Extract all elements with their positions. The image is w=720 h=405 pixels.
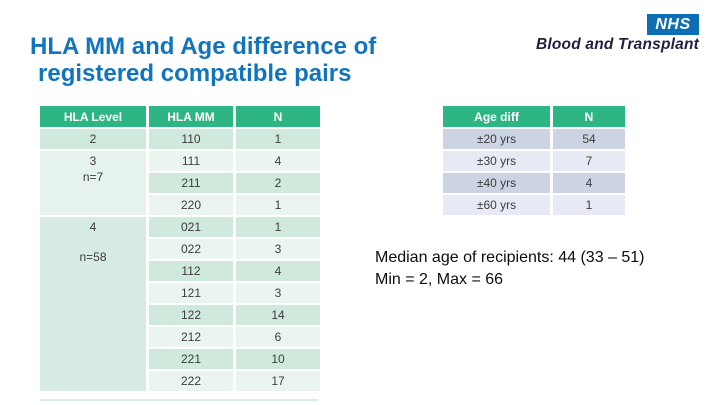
table-cell: 10	[236, 349, 320, 369]
header-hla-mm: HLA MM	[149, 106, 233, 127]
median-annotation: Median age of recipients: 44 (33 – 51) M…	[375, 247, 645, 291]
table-cell: ±60 yrs	[443, 195, 550, 215]
header-age-n: N	[553, 106, 625, 127]
table-cell: 3	[236, 283, 320, 303]
table-cell: 122	[149, 305, 233, 325]
group-4-count: n=58	[79, 250, 107, 264]
table-cell: ±30 yrs	[443, 151, 550, 171]
table-cell: 4	[236, 261, 320, 281]
table-cell: 14	[236, 305, 320, 325]
nhsbt-logo: NHS Blood and Transplant	[536, 14, 699, 54]
group-3-count: n=7	[82, 170, 104, 184]
title-line-2: registered compatible pairs	[38, 60, 352, 87]
table-cell: 1	[236, 195, 320, 215]
table-cell: 1	[236, 129, 320, 149]
header-age-diff: Age diff	[443, 106, 550, 127]
table-cell: 1	[553, 195, 625, 215]
header-n: N	[236, 106, 320, 127]
logo-org-text: Blood and Transplant	[535, 36, 699, 53]
median-line-2: Min = 2, Max = 66	[375, 271, 504, 288]
table-cell: 212	[149, 327, 233, 347]
nhs-logo-box: NHS	[647, 14, 699, 35]
table-cell: 1	[236, 217, 320, 237]
table-cell: ±40 yrs	[443, 173, 550, 193]
table-cell: 6	[236, 327, 320, 347]
title-line-1: HLA MM and Age difference of	[30, 33, 377, 60]
age-diff-table: Age diff N ±20 yrs 54 ±30 yrs 7 ±40 yrs …	[443, 106, 625, 215]
table-cell: ±20 yrs	[443, 129, 550, 149]
nhs-logo-text: NHS	[655, 15, 691, 33]
table-cell: 121	[149, 283, 233, 303]
table-cell: 022	[149, 239, 233, 259]
page-title: HLA MM and Age difference of registered …	[30, 33, 376, 87]
table-cell: 4	[553, 173, 625, 193]
header-hla-level: HLA Level	[40, 106, 146, 127]
table-cell: 3	[236, 239, 320, 259]
table-cell: 220	[149, 195, 233, 215]
hla-level-group-3: 3 n=7	[40, 151, 146, 215]
table-cell: 112	[149, 261, 233, 281]
hla-level-group-2: 2	[40, 129, 146, 149]
median-line-1: Median age of recipients: 44 (33 – 51)	[375, 249, 645, 266]
hla-mm-table: HLA Level HLA MM N 2 110 1 3 n=7 111 4 2…	[40, 106, 320, 391]
group-3-level: 3	[89, 154, 97, 168]
group-4-level: 4	[89, 220, 97, 234]
table-cell: 7	[553, 151, 625, 171]
table-cell: 17	[236, 371, 320, 391]
table-cell: 211	[149, 173, 233, 193]
table-cell: 021	[149, 217, 233, 237]
table-cell: 2	[236, 173, 320, 193]
table-cell: 221	[149, 349, 233, 369]
table-cell: 54	[553, 129, 625, 149]
table-cell: 4	[236, 151, 320, 171]
table-bottom-edge	[40, 399, 318, 401]
table-cell: 111	[149, 151, 233, 171]
table-cell: 222	[149, 371, 233, 391]
hla-level-group-4: 4 n=58	[40, 217, 146, 391]
table-cell: 110	[149, 129, 233, 149]
